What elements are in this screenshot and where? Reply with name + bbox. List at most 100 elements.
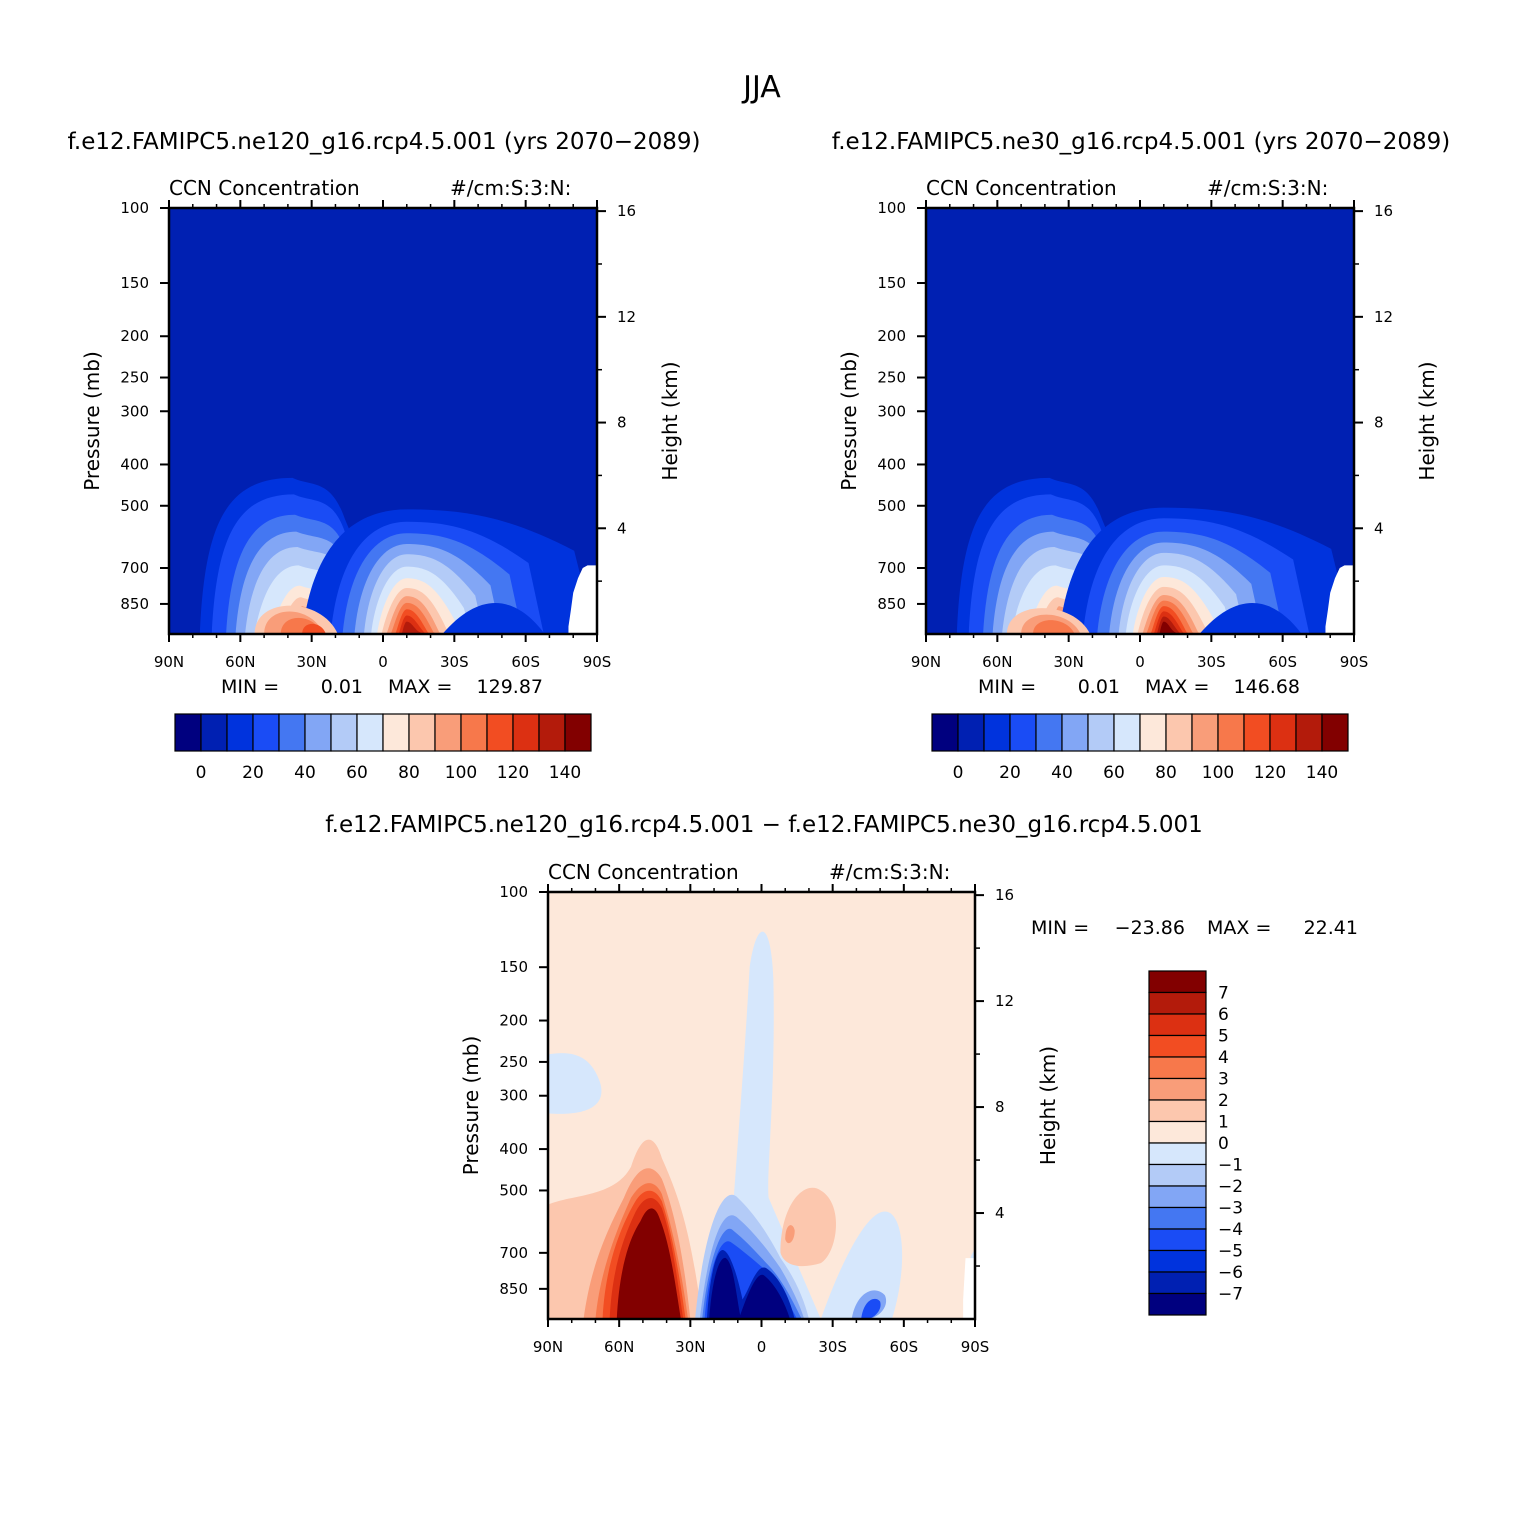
right-max-label: MAX = [1145, 676, 1209, 698]
right-colorbar-box [1295, 713, 1323, 752]
diff-colorbar-box [1148, 1013, 1207, 1037]
right-colorbar-box [957, 713, 985, 752]
diff-y-right-tick-label: 8 [995, 1098, 1005, 1116]
right-colorbar-box [1217, 713, 1245, 752]
right-y-tick-label: 200 [877, 327, 906, 345]
right-contour-midlat [1033, 620, 1075, 634]
panel-diff: 90N 60N 30N 0 30S 60S 90S100150200250300400500… [459, 860, 1358, 1356]
left-colorbar-label: 140 [549, 763, 581, 783]
right-x-tick-label: 90S [1340, 653, 1369, 671]
diff-colorbar-box [1148, 1185, 1207, 1209]
right-y-axis-label: Pressure (mb) [837, 351, 861, 491]
diff-min-label: MIN = [1031, 917, 1089, 939]
diff-colorbar-label: 7 [1218, 984, 1229, 1004]
diff-x-tick-label: 30N [675, 1338, 705, 1356]
left-colorbar-label: 120 [497, 763, 529, 783]
diff-colorbar-label: 4 [1218, 1048, 1229, 1068]
right-x-tick-label: 30N [1054, 653, 1084, 671]
diff-x-tick-label: 60S [890, 1338, 919, 1356]
diff-x-tick-label: 60N [604, 1338, 634, 1356]
diff-x-tick-label: 90S [961, 1338, 990, 1356]
right-colorbar-box [1139, 713, 1167, 752]
left-y-tick-label: 150 [120, 274, 149, 292]
right-max-value: 146.68 [1234, 676, 1300, 698]
diff-x-tick-label: 90N [533, 1338, 563, 1356]
diff-max-label: MAX = [1207, 917, 1271, 939]
diff-contour-neg [861, 1298, 881, 1319]
left-y-right-tick-label: 4 [617, 519, 627, 537]
left-y-tick-label: 100 [120, 199, 149, 217]
left-x-tick-label: 0 [378, 653, 388, 671]
panel-left: 90N 60N 30N 0 30S 60S 90S100150200250300400500… [80, 176, 682, 783]
right-y-right-tick-label: 8 [1374, 414, 1384, 432]
right-field [926, 208, 1354, 634]
right-colorbar-label: 20 [999, 763, 1021, 783]
right-missing-region [1325, 565, 1354, 634]
right-colorbar-box [1087, 713, 1115, 752]
diff-units-label: #/cm:S:3:N: [829, 860, 950, 884]
right-plot-title: CCN Concentration [926, 176, 1117, 200]
left-colorbar-box [200, 713, 228, 752]
left-plot-title: CCN Concentration [169, 176, 360, 200]
diff-colorbar-box [1148, 1099, 1207, 1123]
right-y-right-axis-label: Height (km) [1415, 361, 1439, 480]
diff-contour-pos [785, 1225, 795, 1244]
left-min-label: MIN = [221, 676, 279, 698]
diff-min-value: −23.86 [1115, 917, 1185, 939]
diff-x-tick-label: 0 [757, 1338, 767, 1356]
diff-colorbar-label: −2 [1218, 1177, 1243, 1197]
left-colorbar-label: 100 [445, 763, 477, 783]
right-min-value: 0.01 [1078, 676, 1120, 698]
right-units-label: #/cm:S:3:N: [1207, 176, 1328, 200]
diff-colorbar-box [1148, 1056, 1207, 1080]
right-y-tick-label: 700 [877, 559, 906, 577]
right-y-tick-label: 100 [877, 199, 906, 217]
left-colorbar-box [512, 713, 540, 752]
right-contour-tropics [1156, 621, 1177, 634]
diff-colorbar-label: 3 [1218, 1070, 1229, 1090]
left-y-tick-label: 200 [120, 327, 149, 345]
left-contour-south [442, 603, 545, 634]
right-x-tick-label: 0 [1135, 653, 1145, 671]
left-panel-title: f.e12.FAMIPC5.ne120_g16.rcp4.5.001 (yrs … [67, 129, 700, 155]
left-y-tick-label: 850 [120, 595, 149, 613]
left-units-label: #/cm:S:3:N: [450, 176, 571, 200]
diff-contour-pos [616, 1208, 681, 1319]
diff-y-right-tick-label: 4 [995, 1204, 1005, 1222]
left-colorbar-box [226, 713, 254, 752]
left-x-tick-label: 90N [154, 653, 184, 671]
diff-colorbar-label: 6 [1218, 1005, 1229, 1025]
panel-right: 90N 60N 30N 0 30S 60S 90S100150200250300400500… [837, 176, 1439, 783]
diff-colorbar-label: −4 [1218, 1220, 1243, 1240]
left-field [169, 208, 597, 634]
left-y-tick-label: 250 [120, 369, 149, 387]
left-y-right-tick-label: 16 [617, 202, 636, 220]
diff-y-axis-label: Pressure (mb) [459, 1036, 483, 1176]
left-y-right-tick-label: 8 [617, 414, 627, 432]
left-y-right-axis-label: Height (km) [658, 361, 682, 480]
diff-colorbar-label: −6 [1218, 1263, 1243, 1283]
diff-colorbar-label: −5 [1218, 1242, 1243, 1262]
left-min-value: 0.01 [321, 676, 363, 698]
left-missing-region [568, 565, 597, 634]
diff-y-tick-label: 400 [499, 1140, 528, 1158]
left-colorbar-box [356, 713, 384, 752]
right-y-tick-label: 850 [877, 595, 906, 613]
right-colorbar-box [1191, 713, 1219, 752]
right-colorbar-label: 0 [953, 763, 964, 783]
right-y-tick-label: 250 [877, 369, 906, 387]
diff-colorbar-label: −3 [1218, 1199, 1243, 1219]
diff-y-tick-label: 500 [499, 1181, 528, 1199]
left-x-tick-label: 60S [511, 653, 540, 671]
diff-colorbar-label: 2 [1218, 1091, 1229, 1111]
left-colorbar-label: 60 [346, 763, 368, 783]
diff-y-right-tick-label: 16 [995, 886, 1014, 904]
diff-colorbar-label: 1 [1218, 1113, 1229, 1133]
left-colorbar-box [408, 713, 436, 752]
diff-colorbar-label: −7 [1218, 1285, 1243, 1305]
right-colorbar-box [1165, 713, 1193, 752]
diff-colorbar-label: 0 [1218, 1134, 1229, 1154]
right-contour-south [1199, 603, 1302, 634]
right-y-tick-label: 300 [877, 402, 906, 420]
